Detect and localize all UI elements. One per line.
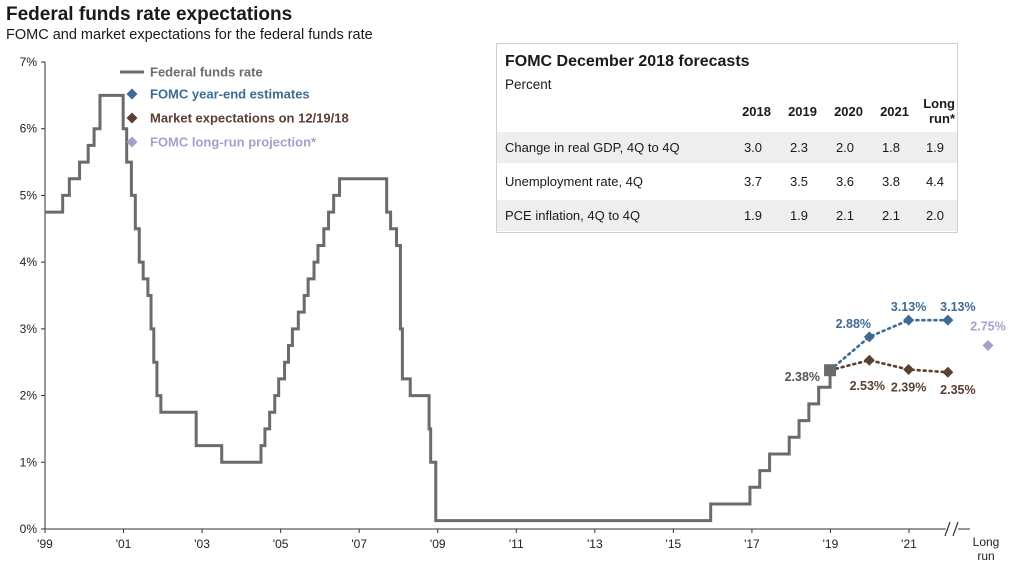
x-tick-label: '21 — [901, 537, 917, 551]
forecast-cell: 2.0 — [835, 140, 855, 155]
forecast-header-2018: 2018 — [742, 104, 771, 119]
y-tick-label: 6% — [20, 122, 38, 136]
data-label-current: 2.38% — [785, 370, 820, 384]
legend-diamond-swatch — [126, 112, 138, 124]
x-tick-label: '99 — [37, 537, 53, 551]
forecast-table: FOMC December 2018 forecasts Percent 201… — [496, 43, 958, 233]
y-tick-label: 5% — [20, 188, 38, 202]
x-tick-label: '07 — [351, 537, 367, 551]
y-tick-label: 2% — [20, 389, 38, 403]
x-tick-label: '09 — [430, 537, 446, 551]
legend-item-label: FOMC year-end estimates — [150, 87, 310, 102]
data-label-fomc: 2.88% — [836, 317, 871, 331]
x-tick-label: '17 — [744, 537, 760, 551]
data-label-market: 2.35% — [940, 383, 975, 397]
forecast-cell: 1.9 — [925, 140, 945, 155]
forecast-cell: 3.8 — [881, 174, 901, 189]
forecast-cell: 2.0 — [925, 208, 945, 223]
series-market-point — [863, 354, 875, 366]
forecast-cell: 1.8 — [881, 140, 901, 155]
legend-item-label: FOMC long-run projection* — [150, 135, 317, 150]
series-fomc-point — [942, 314, 954, 326]
axis-break-mark — [944, 521, 951, 537]
series-fomc-point — [903, 314, 915, 326]
forecast-cell: 1.9 — [789, 208, 809, 223]
legend-diamond-swatch — [126, 136, 138, 148]
data-labels: 2.38% 2.75% 2.88% 3.13% 3.13% 2.53% 2.39% 2.35% — [785, 300, 1006, 397]
chart-subtitle: FOMC and market expectations for the fed… — [6, 27, 373, 43]
current-rate-marker — [824, 364, 837, 377]
forecast-header-2021: 2021 — [880, 104, 909, 119]
series-federal-funds-rate — [45, 93, 832, 523]
x-tick-label: '13 — [587, 537, 603, 551]
y-tick-label: 0% — [20, 522, 38, 536]
chart-title: Federal funds rate expectations — [6, 4, 293, 25]
x-tick-label: '15 — [666, 537, 682, 551]
axes: 0% 1% 2% 3% 4% 5% 6% 7% '99 '01 '03 '05 '07 '09 '11 '13… — [20, 55, 1000, 563]
x-tick-label: '03 — [194, 537, 210, 551]
series-market-point — [942, 366, 954, 378]
y-tick-label: 1% — [20, 455, 38, 469]
y-tick-label: 4% — [20, 255, 38, 269]
forecast-row-pce: PCE inflation, 4Q to 4Q 1.9 1.9 2.1 2.1 … — [497, 200, 957, 231]
x-tick-label: '01 — [116, 537, 132, 551]
data-label-market: 2.53% — [850, 379, 885, 393]
forecast-header-2020: 2020 — [834, 104, 863, 119]
forecast-row-gdp: Change in real GDP, 4Q to 4Q 3.0 2.3 2.0… — [497, 132, 957, 163]
forecast-cell: 3.5 — [789, 174, 809, 189]
legend-diamond-swatch — [126, 88, 138, 100]
forecast-cell: 3.7 — [743, 174, 763, 189]
forecast-row-label: Change in real GDP, 4Q to 4Q — [505, 140, 680, 155]
series-fomc-line — [828, 318, 950, 372]
forecast-cell: 2.1 — [835, 208, 855, 223]
forecast-table-unit: Percent — [505, 77, 552, 92]
series-layer — [45, 93, 994, 523]
forecast-row-label: PCE inflation, 4Q to 4Q — [505, 208, 641, 223]
x-tick-label: '19 — [823, 537, 839, 551]
legend-item-label: Market expectations on 12/19/18 — [150, 111, 349, 126]
x-tick-label: '11 — [509, 537, 524, 551]
legend: Federal funds rate FOMC year-end estimate… — [120, 65, 349, 150]
forecast-cell: 4.4 — [925, 174, 945, 189]
x-tick-label-longrun: run — [977, 549, 994, 563]
forecast-header-long-run: Long run* — [923, 96, 955, 126]
forecast-cell: 2.1 — [881, 208, 901, 223]
series-longrun-point — [982, 340, 994, 352]
axis-break-mark — [952, 521, 959, 537]
y-tick-label: 7% — [20, 55, 38, 69]
forecast-cell: 3.6 — [835, 174, 855, 189]
legend-item-label: Federal funds rate — [150, 65, 263, 80]
forecast-cell: 1.9 — [743, 208, 763, 223]
data-label-longrun: 2.75% — [970, 320, 1005, 334]
series-market-line — [828, 358, 950, 374]
forecast-cell: 3.0 — [743, 140, 763, 155]
series-market-point — [903, 364, 915, 376]
data-label-market: 2.39% — [891, 381, 926, 395]
x-tick-label-longrun: Long — [973, 535, 1000, 549]
data-label-fomc: 3.13% — [940, 300, 975, 314]
forecast-header-2019: 2019 — [788, 104, 817, 119]
forecast-row-label: Unemployment rate, 4Q — [505, 174, 644, 189]
forecast-row-unemployment: Unemployment rate, 4Q 3.7 3.5 3.6 3.8 4.… — [497, 166, 957, 197]
forecast-table-title: FOMC December 2018 forecasts — [505, 53, 750, 70]
series-fomc-point — [863, 331, 875, 343]
forecast-cell: 2.3 — [789, 140, 809, 155]
y-tick-label: 3% — [20, 322, 38, 336]
x-tick-label: '05 — [273, 537, 289, 551]
data-label-fomc: 3.13% — [891, 300, 926, 314]
